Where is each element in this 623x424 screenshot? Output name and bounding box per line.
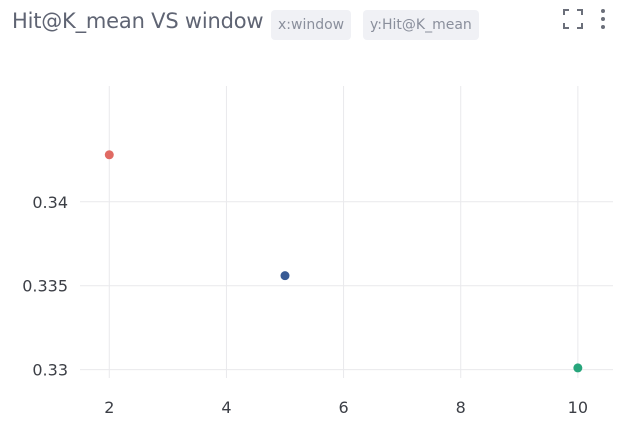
chart-title: Hit@K_mean VS window <box>12 9 264 33</box>
grid-lines <box>80 86 613 378</box>
x-tick-label: 2 <box>104 398 114 417</box>
y-axis-chip[interactable]: y:Hit@K_mean <box>363 10 479 40</box>
chart-header: Hit@K_mean VS window x:window y:Hit@K_me… <box>0 0 623 50</box>
x-tick-label: 10 <box>568 398 588 417</box>
x-tick-labels: 2 4 6 8 10 <box>104 398 588 417</box>
y-tick-labels: 0.33 0.335 0.34 <box>22 193 68 380</box>
data-point[interactable] <box>280 271 290 281</box>
data-point[interactable] <box>104 150 114 160</box>
data-point[interactable] <box>573 363 583 373</box>
more-vertical-icon[interactable] <box>592 8 614 30</box>
data-points <box>104 150 583 373</box>
x-tick-label: 8 <box>456 398 466 417</box>
y-tick-label: 0.335 <box>22 277 68 296</box>
x-tick-label: 6 <box>338 398 348 417</box>
y-tick-label: 0.34 <box>32 193 68 212</box>
y-tick-label: 0.33 <box>32 361 68 380</box>
x-tick-label: 4 <box>221 398 231 417</box>
x-axis-chip[interactable]: x:window <box>271 10 352 40</box>
expand-icon[interactable] <box>562 8 584 30</box>
